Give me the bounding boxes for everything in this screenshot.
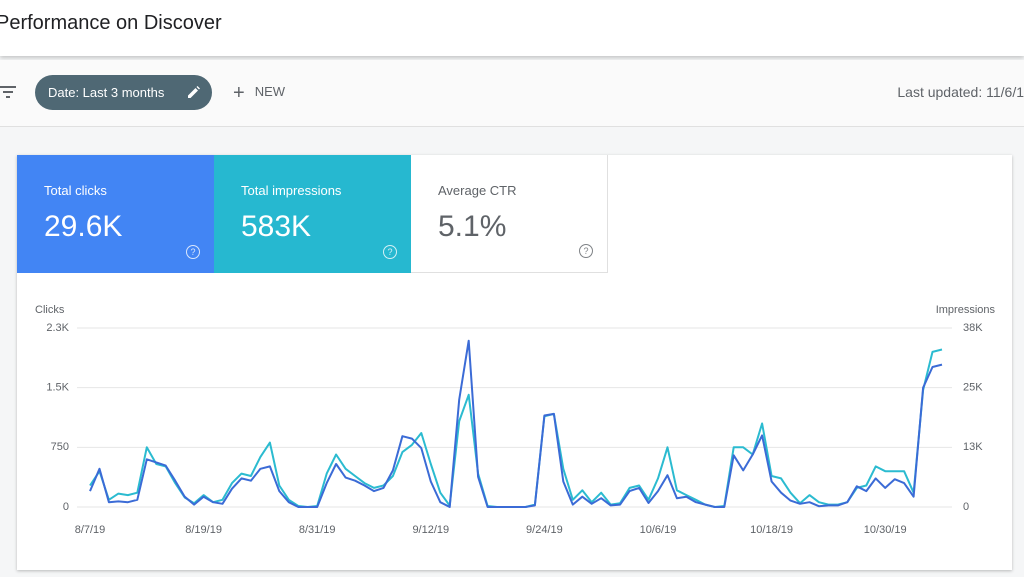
help-icon[interactable]: ? — [579, 244, 593, 258]
metric-value: 29.6K — [44, 210, 123, 243]
y-tick-label: 750 — [51, 441, 69, 453]
x-tick-label: 10/30/19 — [864, 524, 907, 536]
y-tick-label: 0 — [63, 501, 69, 513]
metric-card[interactable]: Average CTR 5.1%? — [411, 155, 608, 273]
metric-value: 583K — [241, 210, 312, 243]
y-tick-label: 1.5K — [46, 382, 69, 394]
edit-icon — [188, 86, 200, 98]
y2-tick-label: 0 — [963, 501, 969, 513]
x-tick-label: 10/18/19 — [750, 524, 793, 536]
help-icon[interactable]: ? — [186, 245, 200, 259]
metric-card[interactable]: Total impressions 583K? — [214, 155, 411, 273]
metric-label: Total impressions — [241, 183, 342, 198]
filter-icon[interactable] — [0, 85, 18, 99]
toolbar: Date: Last 3 months + NEW Last updated: 1… — [0, 60, 1024, 127]
metric-value: 5.1% — [438, 210, 507, 243]
x-tick-label: 10/6/19 — [640, 524, 677, 536]
series-line — [89, 339, 943, 508]
date-filter-chip[interactable]: Date: Last 3 months — [35, 75, 212, 110]
metric-label: Total clicks — [44, 183, 107, 198]
help-icon[interactable]: ? — [383, 245, 397, 259]
new-button[interactable]: + NEW — [233, 82, 286, 104]
y2-tick-label: 13K — [963, 441, 983, 453]
x-tick-label: 8/19/19 — [185, 524, 222, 536]
y2-tick-label: 25K — [963, 382, 983, 394]
y2-tick-label: 38K — [963, 322, 983, 334]
new-text: NEW — [254, 84, 286, 99]
performance-panel: Total clicks 29.6K? Total impressions 583K… — [17, 155, 1012, 570]
metric-card[interactable]: Total clicks 29.6K? — [17, 155, 214, 273]
chart: Clicks Impressions 0 750 1.5K 2.3K 0 13K 25K 38… — [35, 304, 996, 536]
y2-axis-title: Impressions — [936, 304, 996, 316]
last-updated: Last updated: 11/6/1 — [897, 84, 1024, 100]
x-tick-label: 9/12/19 — [412, 524, 449, 536]
chip-text: Date: Last 3 months — [48, 85, 165, 100]
series-line — [89, 348, 943, 508]
x-tick-label: 8/7/19 — [75, 524, 106, 536]
header: Performance on Discover — [0, 0, 1024, 56]
metric-label: Average CTR — [438, 183, 517, 198]
x-tick-label: 9/24/19 — [526, 524, 563, 536]
y-tick-label: 2.3K — [46, 322, 69, 334]
page-title: Performance on Discover — [0, 12, 222, 34]
x-tick-label: 8/31/19 — [299, 524, 336, 536]
y-axis-title: Clicks — [35, 304, 65, 316]
